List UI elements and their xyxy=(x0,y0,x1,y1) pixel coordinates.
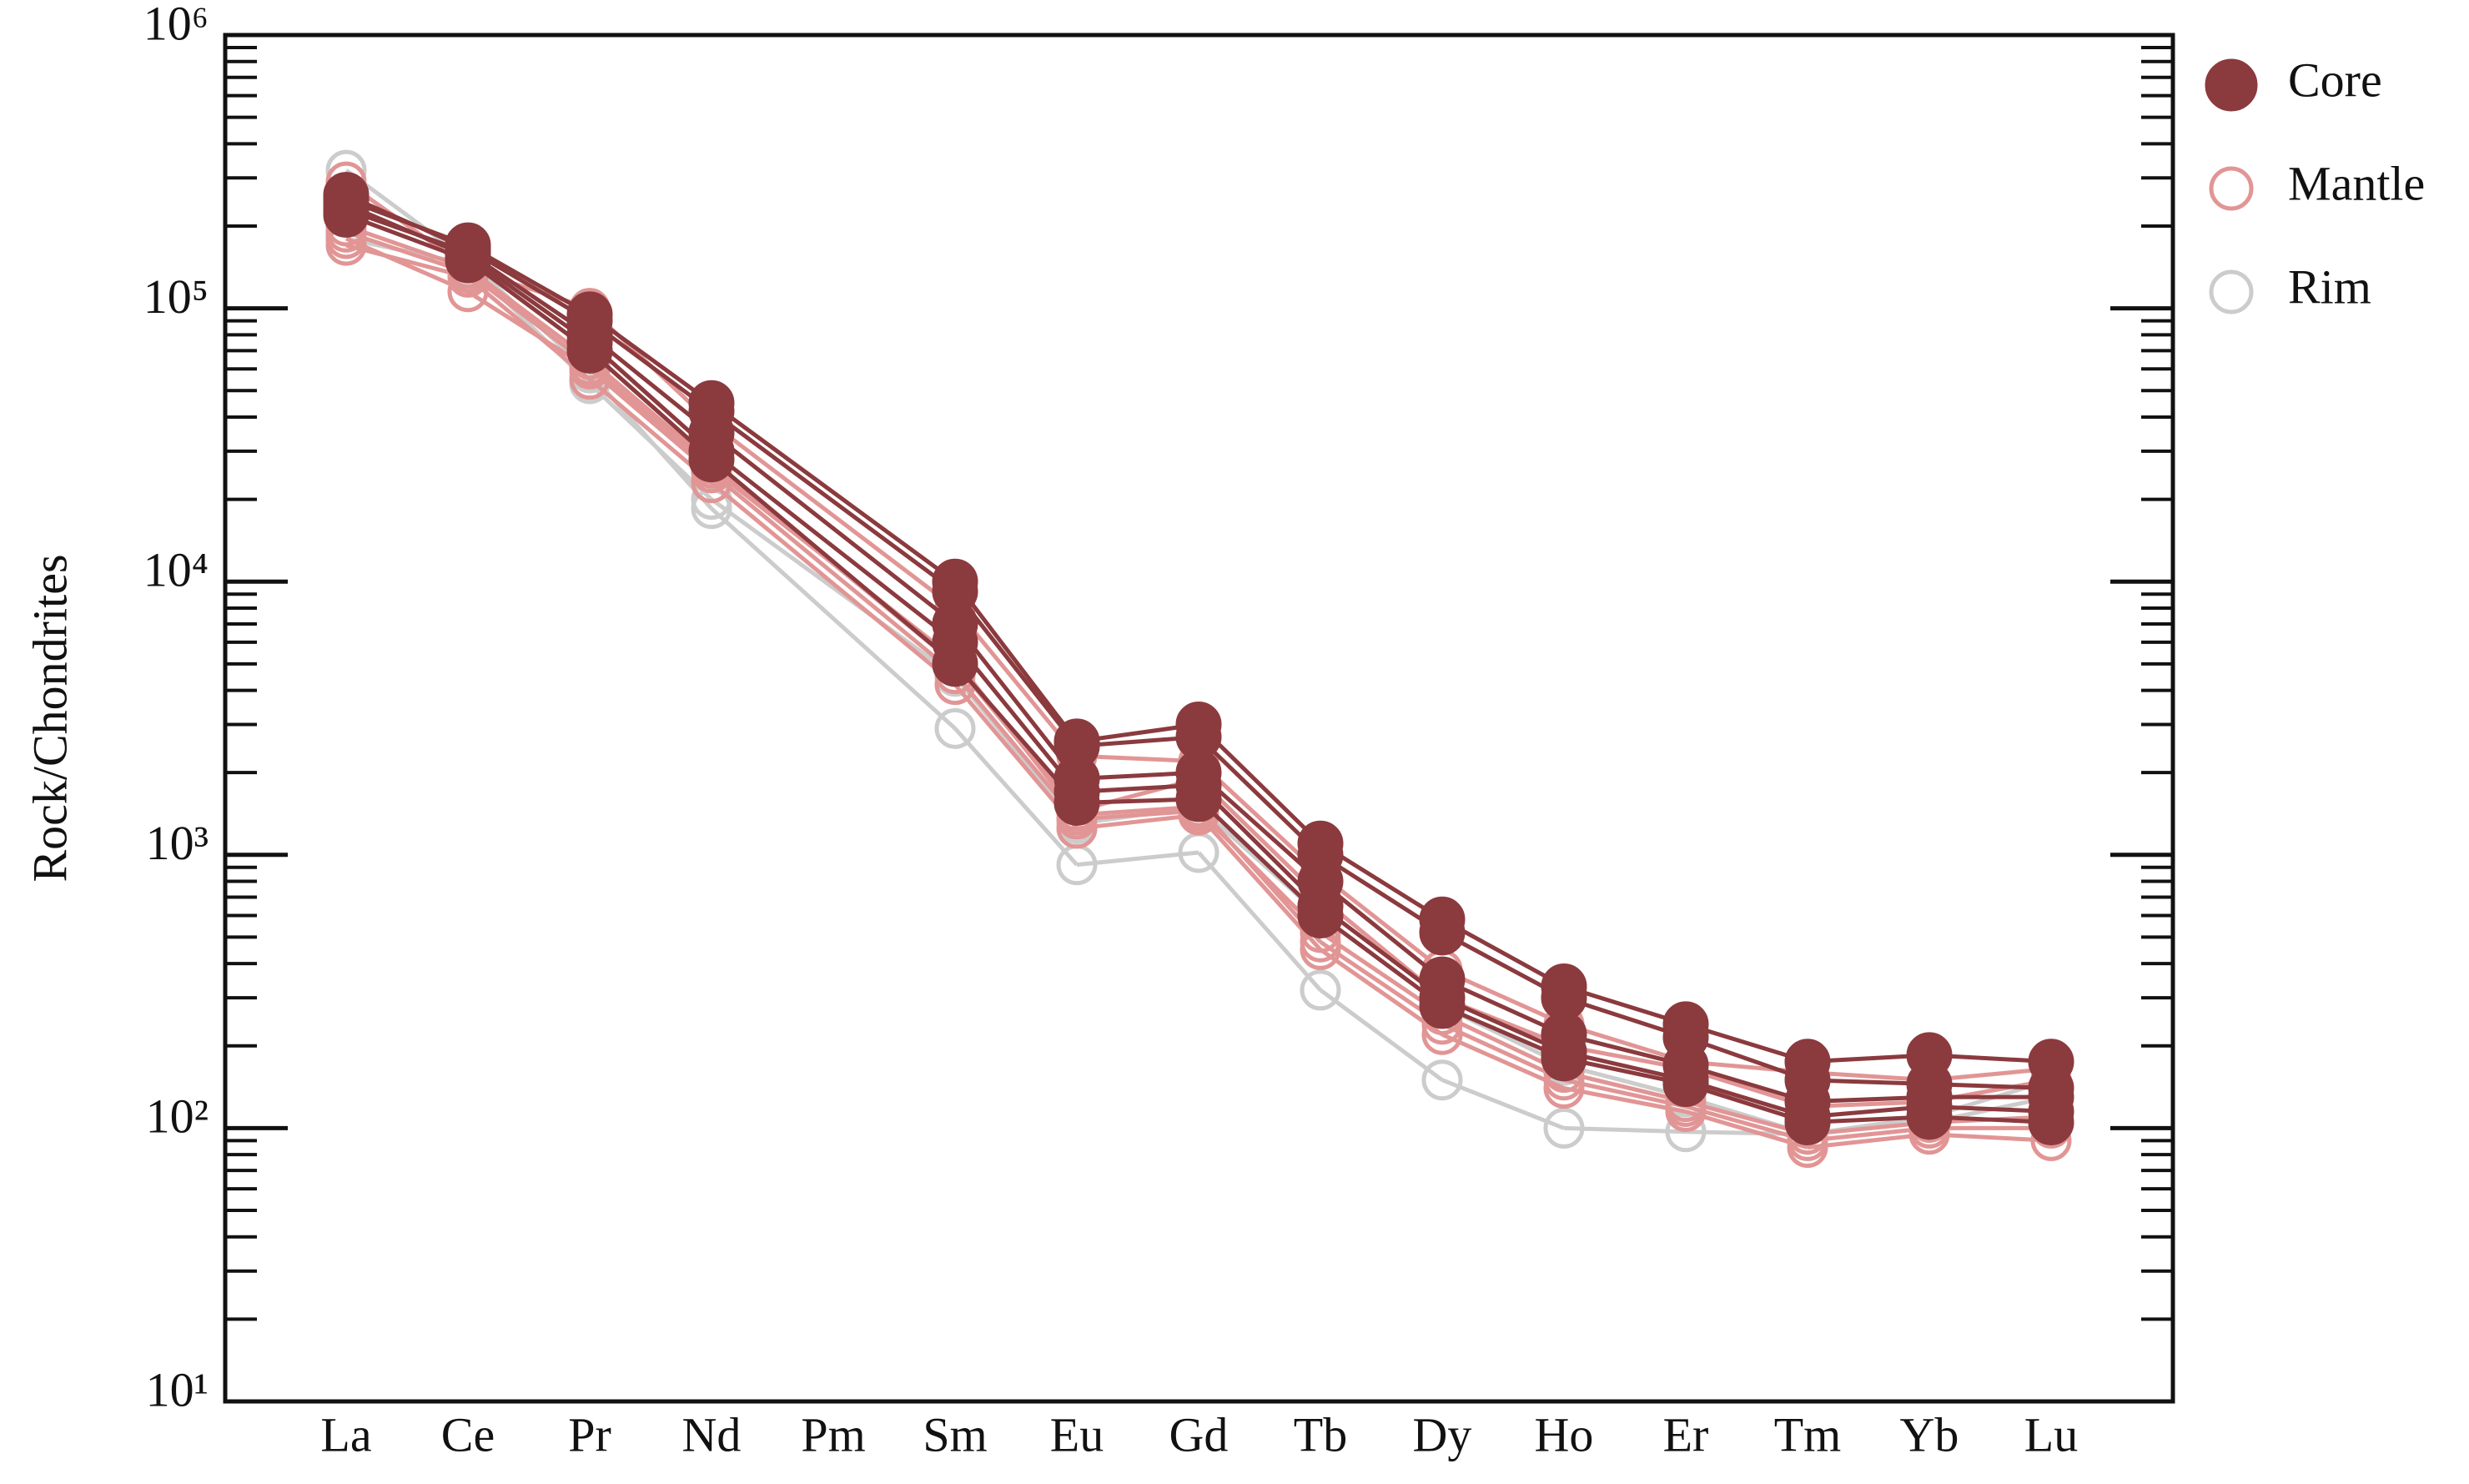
data-point xyxy=(323,191,370,238)
y-tick-label: 10³ xyxy=(146,816,209,870)
series-line xyxy=(710,506,957,731)
series-line xyxy=(588,382,713,501)
data-point xyxy=(1419,909,1466,956)
x-tick-label: Lu xyxy=(2024,1407,2078,1461)
series-line xyxy=(1319,988,1444,1082)
data-point xyxy=(932,641,978,687)
series-line xyxy=(710,421,957,610)
x-tick-label: Ho xyxy=(1535,1407,1594,1461)
legend-label: Mantle xyxy=(2288,156,2425,210)
x-tick-label: Er xyxy=(1663,1407,1709,1461)
series-line xyxy=(1197,813,1322,952)
x-tick-label: Pr xyxy=(568,1407,611,1461)
data-point xyxy=(1175,776,1222,822)
x-tick-label: La xyxy=(320,1407,371,1461)
data-point xyxy=(1419,983,1466,1029)
data-point xyxy=(1053,779,1100,826)
data-point xyxy=(1300,969,1341,1011)
series-line xyxy=(710,401,957,584)
x-tick-label: Ce xyxy=(441,1407,495,1461)
legend-label: Rim xyxy=(2288,259,2371,314)
series-line xyxy=(710,430,957,626)
series-line xyxy=(710,480,957,687)
data-point xyxy=(934,707,976,749)
data-point xyxy=(445,237,491,284)
data-point xyxy=(1421,1059,1463,1101)
y-tick-label: 10⁵ xyxy=(143,269,209,324)
y-tick-label: 10⁴ xyxy=(143,543,209,597)
x-tick-label: Tm xyxy=(1774,1407,1842,1461)
data-point xyxy=(1906,1094,1953,1140)
series-line xyxy=(710,497,957,678)
series-line xyxy=(1197,851,1322,992)
y-tick-label: 10¹ xyxy=(146,1362,209,1416)
x-tick-label: Sm xyxy=(923,1407,987,1461)
legend-marker xyxy=(2205,58,2258,112)
series-line xyxy=(1319,948,1444,1037)
x-tick-label: Dy xyxy=(1413,1407,1472,1461)
data-point xyxy=(1541,1035,1587,1082)
x-tick-label: Gd xyxy=(1169,1407,1229,1461)
series-line xyxy=(466,275,591,381)
y-axis-label: Rock/Chondrites xyxy=(23,554,77,882)
x-tick-label: Eu xyxy=(1050,1407,1104,1461)
data-point xyxy=(2028,1099,2074,1145)
data-point xyxy=(1662,1061,1709,1108)
data-point xyxy=(1784,1099,1831,1145)
y-tick-label: 10² xyxy=(146,1089,209,1144)
series-line xyxy=(953,580,1079,743)
legend-marker xyxy=(2209,269,2254,314)
data-point xyxy=(688,436,735,483)
series-line xyxy=(953,727,1079,867)
series-line xyxy=(710,410,957,594)
x-tick-label: Pm xyxy=(801,1407,865,1461)
series-line xyxy=(710,449,957,644)
series-line xyxy=(1441,1078,1565,1130)
series-line xyxy=(710,470,957,676)
x-tick-label: Nd xyxy=(682,1407,742,1461)
plot-frame xyxy=(223,33,2175,1404)
series-line xyxy=(1563,1070,1687,1104)
data-point xyxy=(1543,1107,1585,1149)
y-tick-label: 10⁶ xyxy=(143,0,209,50)
series-line xyxy=(710,457,957,666)
legend-label: Core xyxy=(2288,53,2382,107)
legend-marker xyxy=(2209,166,2254,211)
data-point xyxy=(1297,892,1344,938)
x-tick-label: Tb xyxy=(1294,1407,1347,1461)
data-point xyxy=(566,327,613,374)
x-tick-label: Yb xyxy=(1900,1407,1959,1461)
